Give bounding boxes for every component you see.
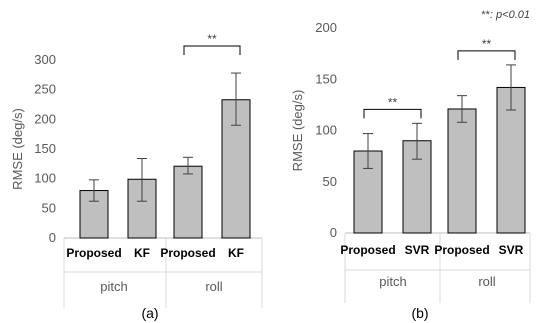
category-label: SVR bbox=[499, 243, 524, 257]
significance-note-stars: ** bbox=[481, 9, 490, 21]
chart-b: 0 50 100 150 200 RMSE (deg/s) pitch Proposed SVR… bbox=[290, 9, 531, 321]
y-axis-label: RMSE (deg/s) bbox=[10, 108, 25, 190]
y-axis-label: RMSE (deg/s) bbox=[290, 90, 305, 172]
y-tick-label: 200 bbox=[34, 111, 56, 126]
y-tick-label: 250 bbox=[34, 82, 56, 97]
bar bbox=[447, 108, 477, 234]
y-tick-label: 150 bbox=[315, 71, 337, 86]
category-label: Proposed bbox=[340, 243, 395, 257]
significance-bracket bbox=[457, 50, 516, 60]
group-label: pitch bbox=[100, 279, 127, 294]
significance-note: **: p<0.01 bbox=[481, 9, 530, 21]
bar bbox=[173, 165, 203, 239]
panel-label: (a) bbox=[141, 305, 158, 321]
significance-note-text: : p<0.01 bbox=[490, 9, 530, 21]
y-tick-label: 0 bbox=[330, 225, 337, 240]
y-tick-label: 100 bbox=[315, 123, 337, 138]
significance-bracket bbox=[183, 45, 241, 55]
category-label: KF bbox=[134, 246, 150, 260]
panel-label: (b) bbox=[411, 305, 428, 321]
y-tick-label: 300 bbox=[34, 52, 56, 67]
group-label: pitch bbox=[379, 274, 406, 289]
y-tick-label: 0 bbox=[49, 230, 56, 245]
category-label: Proposed bbox=[434, 243, 489, 257]
significance-marker: ** bbox=[207, 32, 217, 46]
y-tick-label: 200 bbox=[315, 20, 337, 35]
significance-bracket bbox=[363, 108, 422, 119]
bar bbox=[496, 86, 526, 234]
group-label: roll bbox=[478, 274, 495, 289]
significance-marker: ** bbox=[388, 95, 398, 109]
category-label: SVR bbox=[405, 243, 430, 257]
y-tick-label: 150 bbox=[34, 141, 56, 156]
significance-marker: ** bbox=[482, 37, 492, 51]
group-label: roll bbox=[205, 279, 222, 294]
y-tick-label: 50 bbox=[323, 174, 337, 189]
chart-a: 0 50 100 150 200 250 300 RMSE (deg/s) pitch Propo… bbox=[10, 32, 263, 321]
y-tick-label: 50 bbox=[42, 200, 56, 215]
category-label: Proposed bbox=[160, 246, 215, 260]
category-label: KF bbox=[228, 246, 244, 260]
category-label: Proposed bbox=[66, 246, 121, 260]
y-tick-label: 100 bbox=[34, 171, 56, 186]
